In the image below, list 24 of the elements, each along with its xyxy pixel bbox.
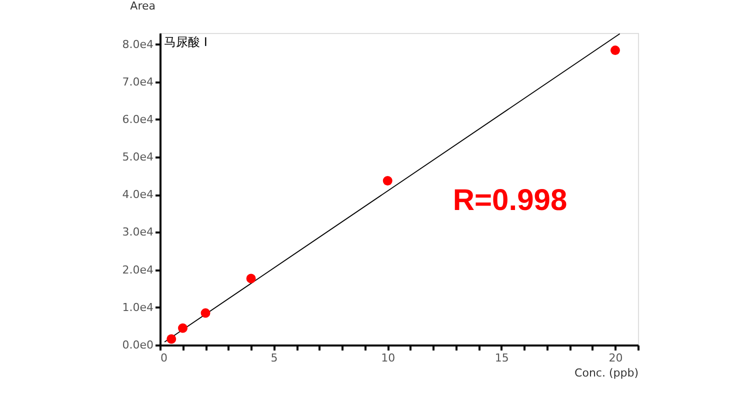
point: [166, 334, 176, 344]
x-tick-label: 0: [160, 352, 168, 364]
y-tick-label: 6.0e4: [122, 112, 154, 126]
y-tick-label: 3.0e4: [122, 226, 154, 239]
x-tick-label: 10: [381, 352, 396, 364]
y-tick-label: 1.0e4: [122, 300, 154, 314]
x-tick-label: 5: [270, 352, 278, 364]
y-tick-label: 5.0e4: [122, 150, 154, 164]
x-tick-label: 15: [494, 352, 509, 364]
point: [178, 323, 188, 333]
annotation: R=0.998: [452, 184, 568, 217]
x-axis-title: Conc. (ppb): [574, 366, 638, 380]
y-tick-label: 7.0e4: [122, 75, 154, 88]
point: [382, 176, 392, 186]
x-tick-label: 20: [608, 352, 623, 364]
y-axis-title: Area: [130, 0, 156, 12]
point: [610, 46, 620, 56]
point: [246, 274, 256, 284]
y-tick-label: 0.0e0: [122, 338, 154, 352]
chart-title: 马尿酸 I: [164, 35, 208, 49]
y-tick-label: 8.0e4: [122, 38, 154, 51]
point: [200, 308, 210, 318]
y-tick-label: 2.0e4: [122, 263, 154, 276]
y-tick-label: 4.0e4: [122, 188, 154, 202]
